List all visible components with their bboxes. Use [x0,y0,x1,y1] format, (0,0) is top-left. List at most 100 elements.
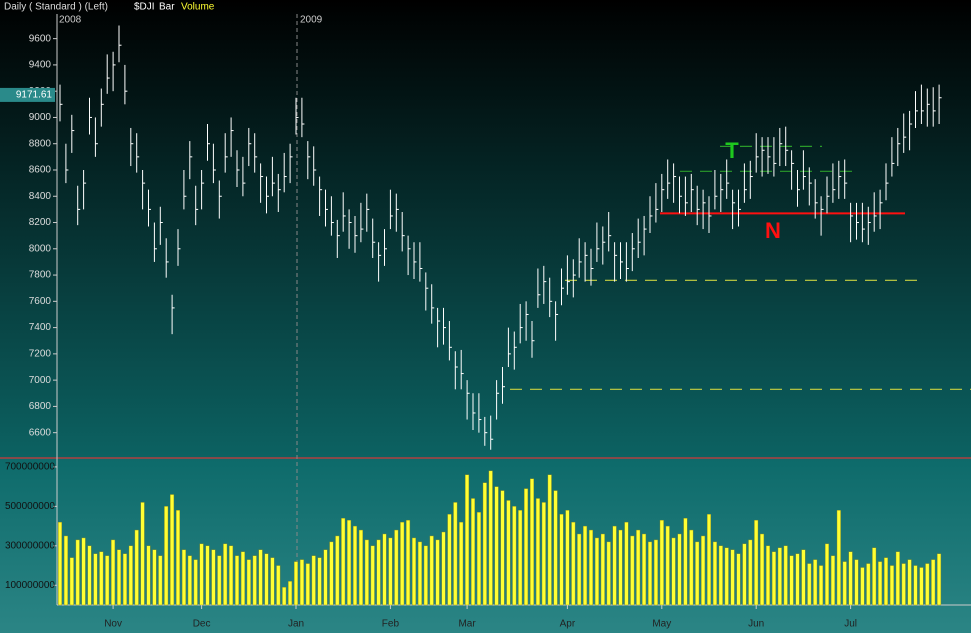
y-tick-label: 8400 [29,191,52,202]
volume-bar [299,559,304,606]
volume-bar [447,514,452,606]
volume-bar [653,539,658,606]
volume-bar [181,549,186,606]
volume-bar [553,490,558,606]
volume-bar [105,555,110,606]
volume-bar [524,488,529,606]
volume-bar [913,565,918,606]
volume-bar [87,545,92,606]
volume-bar [683,517,688,606]
volume-bar [565,510,570,606]
volume-bar [329,541,334,606]
year-label: 2009 [300,15,323,26]
volume-tick-label: 700000000 [5,462,55,473]
volume-bar [205,545,210,606]
volume-bar [813,559,818,606]
volume-bar [748,539,753,606]
volume-bar [69,557,74,606]
volume-bar [559,514,564,606]
volume-bar [429,535,434,606]
volume-bar [417,541,422,606]
volume-bar [211,549,216,606]
volume-bar [471,498,476,606]
volume-bar [577,533,582,606]
price-pane [0,0,971,458]
y-tick-label: 8000 [29,243,52,254]
volume-bar [742,543,747,606]
volume-bar [583,525,588,606]
volume-bar [819,565,824,606]
volume-bar [358,529,363,606]
y-tick-label: 8200 [29,217,52,228]
y-tick-label: 6800 [29,401,52,412]
volume-tick-label: 100000000 [5,580,55,591]
volume-bar [388,537,393,606]
volume-bar [453,502,458,606]
volume-bar [718,545,723,606]
y-tick-label: 7200 [29,349,52,360]
volume-bar [695,541,700,606]
x-tick-label: Jun [748,619,764,630]
volume-bar [93,553,98,606]
volume-bar [689,529,694,606]
volume-bar [193,559,198,606]
volume-bar [476,512,481,606]
volume-bar [636,529,641,606]
volume-tick-label: 500000000 [5,501,55,512]
volume-bar [335,535,340,606]
volume-bar [836,510,841,606]
volume-bar [925,563,930,606]
volume-bar [866,563,871,606]
volume-bar [494,486,499,606]
volume-bar [547,474,552,606]
annotation: T [725,138,739,163]
volume-bar [754,519,759,606]
x-tick-label: Dec [193,619,211,630]
volume-bar [541,502,546,606]
y-tick-label: 7800 [29,270,52,281]
volume-bar [164,506,169,606]
volume-bar [624,521,629,606]
volume-bar [482,482,487,606]
volume-bar [400,521,405,606]
volume-bar [795,553,800,606]
volume-bar [311,555,316,606]
volume-bar [234,555,239,606]
volume-bar [370,545,375,606]
volume-bar [937,553,942,606]
volume-bar [878,561,883,606]
x-tick-label: Nov [104,619,122,630]
volume-bar [382,533,387,606]
volume-bar [889,565,894,606]
volume-bar [671,537,676,606]
volume-bar [848,551,853,606]
volume-bar [364,539,369,606]
volume-bar [612,525,617,606]
x-tick-label: Feb [382,619,400,630]
volume-bar [246,559,251,606]
volume-bar [807,563,812,606]
volume-bar [435,539,440,606]
y-tick-label: 7400 [29,322,52,333]
header-study: Volume [181,2,215,13]
volume-bar [589,529,594,606]
volume-bar [884,557,889,606]
volume-bar [659,519,664,606]
volume-bar [707,514,712,606]
volume-bar [217,555,222,606]
volume-bar [116,549,121,606]
volume-bar [919,567,924,606]
volume-bar [730,549,735,606]
volume-bar [606,541,611,606]
volume-bar [512,506,517,606]
volume-bar [594,537,599,606]
last-price-label: 9171.61 [16,90,53,101]
volume-bar [128,545,133,606]
volume-bar [282,587,287,606]
volume-bar [294,561,299,606]
volume-bar [701,535,706,606]
volume-bar [441,531,446,606]
volume-bar [901,563,906,606]
volume-bar [140,502,145,606]
